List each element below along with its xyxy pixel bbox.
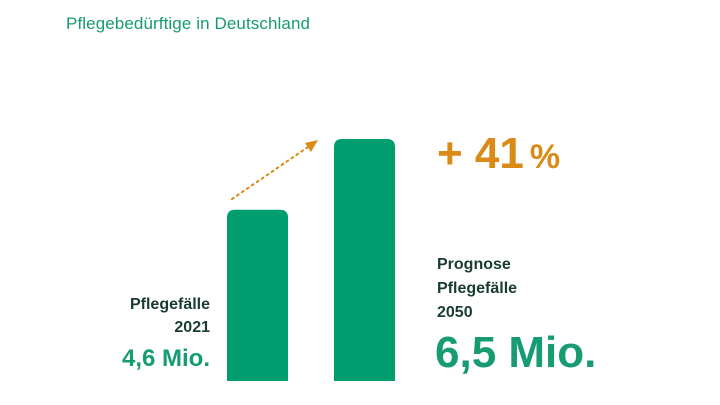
change-annotation: + 41% — [437, 129, 637, 179]
change-unit: % — [529, 138, 561, 176]
bar-label-2050-line2: Pflegefälle — [437, 280, 518, 297]
bar-label-2021-line1: Pflegefälle — [129, 296, 210, 313]
bar-label-2021-line2: 2021 — [174, 319, 210, 336]
bar-value-2050: 6,5 Mio. — [435, 328, 597, 377]
bar-label-2050-line1: Prognose — [437, 256, 511, 273]
bar-value-2021: 4,6 Mio. — [121, 345, 210, 372]
bar-label-2050-line3: 2050 — [437, 304, 473, 321]
chart-title: Pflegebedürftige in Deutschland — [66, 14, 311, 33]
bars-group — [227, 139, 395, 381]
bar-label-2050: Prognose Pflegefälle 2050 — [437, 253, 597, 325]
trend-arrowhead-icon — [305, 140, 318, 152]
bar-label-2021: Pflegefälle 2021 — [70, 293, 210, 339]
change-value: + 41 — [437, 129, 524, 178]
bar-2021 — [227, 209, 288, 381]
bar-2050 — [334, 139, 395, 381]
trend-arrow-line — [231, 146, 309, 200]
